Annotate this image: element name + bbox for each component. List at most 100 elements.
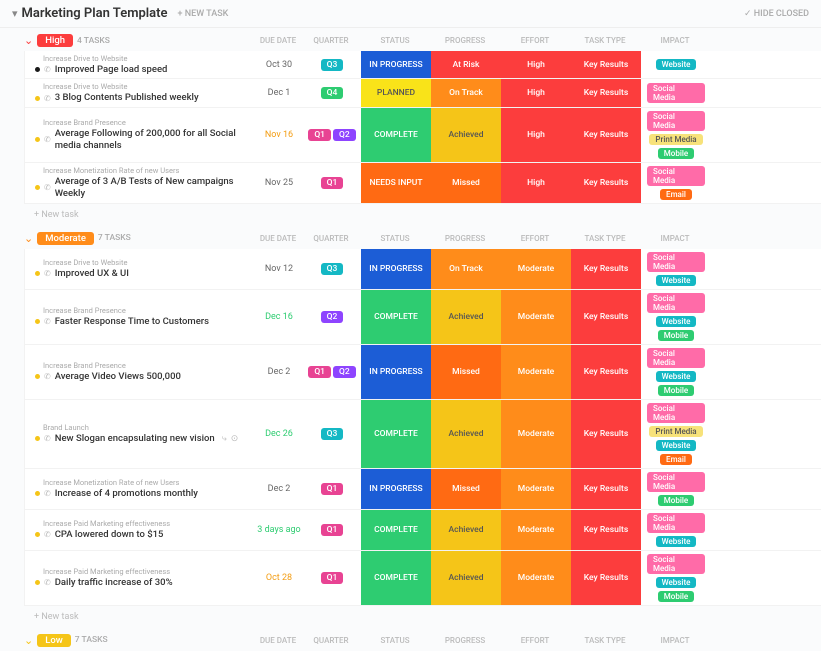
effort-cell[interactable]: Moderate	[501, 345, 571, 399]
due-date[interactable]: Nov 16	[255, 108, 303, 162]
task-cell[interactable]: Brand Launch ✆ New Slogan encapsulating …	[25, 400, 255, 468]
group-status-pill[interactable]: Low	[37, 634, 71, 647]
task-type-cell[interactable]: Key Results	[571, 290, 641, 344]
task-row[interactable]: Increase Brand Presence ✆ Faster Respons…	[24, 290, 821, 345]
task-type-cell[interactable]: Key Results	[571, 345, 641, 399]
task-cell[interactable]: Increase Drive to Website ✆ 3 Blog Conte…	[25, 79, 255, 106]
impact-tag[interactable]: Social Media	[647, 293, 705, 313]
task-type-cell[interactable]: Key Results	[571, 469, 641, 509]
status-cell[interactable]: COMPLETE	[361, 400, 431, 468]
quarter-tag[interactable]: Q1	[321, 572, 344, 584]
more-icon[interactable]: ⊙	[231, 434, 239, 444]
group-caret-icon[interactable]: ⌄	[24, 34, 33, 47]
effort-cell[interactable]: Moderate	[501, 249, 571, 289]
impact-tag[interactable]: Website	[656, 316, 697, 327]
task-name[interactable]: New Slogan encapsulating new vision	[55, 433, 215, 444]
impact-tag[interactable]: Social Media	[647, 403, 705, 423]
group-status-pill[interactable]: Moderate	[37, 232, 94, 245]
task-name[interactable]: CPA lowered down to $15	[55, 529, 164, 540]
due-date[interactable]: 3 days ago	[255, 510, 303, 550]
task-name[interactable]: Faster Response Time to Customers	[55, 316, 209, 327]
group-caret-icon[interactable]: ⌄	[24, 232, 33, 245]
impact-tag[interactable]: Mobile	[658, 385, 694, 396]
task-name[interactable]: Increase of 4 promotions monthly	[55, 488, 198, 499]
group-status-pill[interactable]: High	[37, 34, 73, 47]
effort-cell[interactable]: Moderate	[501, 469, 571, 509]
task-cell[interactable]: Increase Drive to Website ✆ Improved Pag…	[25, 51, 255, 78]
quarter-tag[interactable]: Q1	[321, 524, 344, 536]
quarter-tag[interactable]: Q1	[308, 129, 331, 141]
impact-tag[interactable]: Print Media	[649, 134, 702, 145]
status-cell[interactable]: IN PROGRESS	[361, 469, 431, 509]
task-name[interactable]: Improved UX & UI	[55, 268, 129, 279]
status-cell[interactable]: IN PROGRESS	[361, 249, 431, 289]
progress-cell[interactable]: On Track	[431, 79, 501, 106]
impact-tag[interactable]: Mobile	[658, 591, 694, 602]
effort-cell[interactable]: High	[501, 163, 571, 203]
task-row[interactable]: Brand Launch ✆ New Slogan encapsulating …	[24, 400, 821, 469]
task-cell[interactable]: Increase Paid Marketing effectiveness ✆ …	[25, 551, 255, 605]
progress-cell[interactable]: Missed	[431, 469, 501, 509]
due-date[interactable]: Nov 12	[255, 249, 303, 289]
quarter-cell[interactable]: Q3	[303, 51, 361, 78]
caret-down-icon[interactable]: ▾	[12, 7, 18, 20]
quarter-cell[interactable]: Q3	[303, 400, 361, 468]
due-date[interactable]: Dec 1	[255, 79, 303, 106]
impact-tag[interactable]: Mobile	[658, 495, 694, 506]
impact-tag[interactable]: Social Media	[647, 166, 705, 186]
task-name[interactable]: Daily traffic increase of 30%	[55, 577, 173, 588]
new-task-row[interactable]: + New task	[0, 204, 821, 226]
progress-cell[interactable]: Missed	[431, 163, 501, 203]
quarter-tag[interactable]: Q1	[321, 177, 344, 189]
task-type-cell[interactable]: Key Results	[571, 400, 641, 468]
progress-cell[interactable]: Achieved	[431, 290, 501, 344]
quarter-cell[interactable]: Q1	[303, 469, 361, 509]
quarter-tag[interactable]: Q2	[333, 366, 356, 378]
task-row[interactable]: Increase Brand Presence ✆ Average Video …	[24, 345, 821, 400]
due-date[interactable]: Dec 16	[255, 290, 303, 344]
quarter-cell[interactable]: Q2	[303, 290, 361, 344]
quarter-cell[interactable]: Q4	[303, 79, 361, 106]
new-task-button[interactable]: + NEW TASK	[178, 9, 229, 19]
progress-cell[interactable]: On Track	[431, 249, 501, 289]
impact-tag[interactable]: Print Media	[649, 426, 702, 437]
impact-tag[interactable]: Email	[660, 189, 692, 200]
quarter-tag[interactable]: Q3	[321, 263, 344, 275]
quarter-cell[interactable]: Q3	[303, 249, 361, 289]
progress-cell[interactable]: Achieved	[431, 551, 501, 605]
row-actions[interactable]: ⤷⊙	[222, 434, 239, 444]
impact-tag[interactable]: Website	[656, 275, 697, 286]
impact-tag[interactable]: Social Media	[647, 83, 705, 103]
task-name[interactable]: Average of 3 A/B Tests of New campaigns …	[55, 176, 252, 199]
task-row[interactable]: Increase Drive to Website ✆ Improved UX …	[24, 249, 821, 290]
progress-cell[interactable]: Achieved	[431, 510, 501, 550]
subtask-icon[interactable]: ⤷	[222, 434, 227, 444]
effort-cell[interactable]: Moderate	[501, 551, 571, 605]
due-date[interactable]: Dec 2	[255, 345, 303, 399]
impact-tag[interactable]: Website	[656, 59, 697, 70]
impact-tag[interactable]: Website	[656, 371, 697, 382]
impact-tag[interactable]: Mobile	[658, 148, 694, 159]
impact-tag[interactable]: Social Media	[647, 513, 705, 533]
task-row[interactable]: Increase Paid Marketing effectiveness ✆ …	[24, 510, 821, 551]
status-cell[interactable]: NEEDS INPUT	[361, 163, 431, 203]
due-date[interactable]: Oct 30	[255, 51, 303, 78]
quarter-cell[interactable]: Q1Q2	[303, 345, 361, 399]
impact-tag[interactable]: Website	[656, 440, 697, 451]
task-row[interactable]: Increase Monetization Rate of new Users …	[24, 163, 821, 204]
impact-tag[interactable]: Social Media	[647, 111, 705, 131]
due-date[interactable]: Dec 2	[255, 469, 303, 509]
status-cell[interactable]: COMPLETE	[361, 551, 431, 605]
quarter-cell[interactable]: Q1Q2	[303, 108, 361, 162]
progress-cell[interactable]: At Risk	[431, 51, 501, 78]
quarter-tag[interactable]: Q1	[321, 483, 344, 495]
task-cell[interactable]: Increase Drive to Website ✆ Improved UX …	[25, 249, 255, 289]
group-caret-icon[interactable]: ⌄	[24, 634, 33, 647]
status-cell[interactable]: PLANNED	[361, 79, 431, 106]
task-type-cell[interactable]: Key Results	[571, 163, 641, 203]
quarter-tag[interactable]: Q1	[308, 366, 331, 378]
quarter-cell[interactable]: Q1	[303, 163, 361, 203]
task-type-cell[interactable]: Key Results	[571, 108, 641, 162]
progress-cell[interactable]: Achieved	[431, 400, 501, 468]
impact-tag[interactable]: Mobile	[658, 330, 694, 341]
